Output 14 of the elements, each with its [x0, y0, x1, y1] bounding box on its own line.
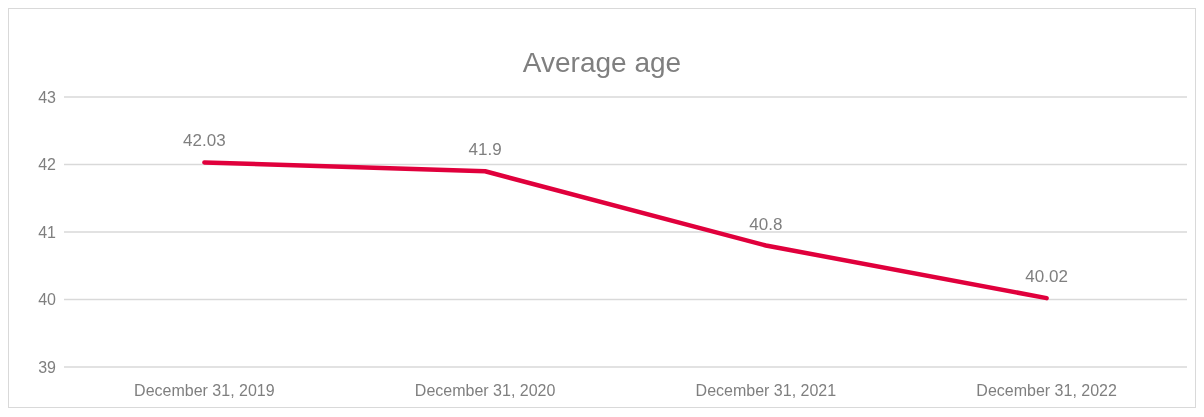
data-label: 40.02 [1025, 267, 1068, 287]
x-tick-label: December 31, 2019 [134, 382, 275, 400]
y-tick-label: 42 [38, 156, 57, 174]
y-tick-label: 43 [38, 88, 57, 106]
y-tick-label: 41 [38, 223, 57, 241]
y-tick-label: 39 [38, 358, 57, 376]
y-tick-label: 40 [38, 291, 57, 309]
x-tick-label: December 31, 2022 [976, 382, 1117, 400]
x-tick-label: December 31, 2021 [695, 382, 837, 400]
data-label: 40.8 [749, 214, 783, 234]
chart-title: Average age [521, 47, 683, 80]
data-label: 42.03 [183, 131, 226, 151]
x-tick-label: December 31, 2020 [414, 382, 556, 400]
data-label: 41.9 [468, 140, 502, 160]
